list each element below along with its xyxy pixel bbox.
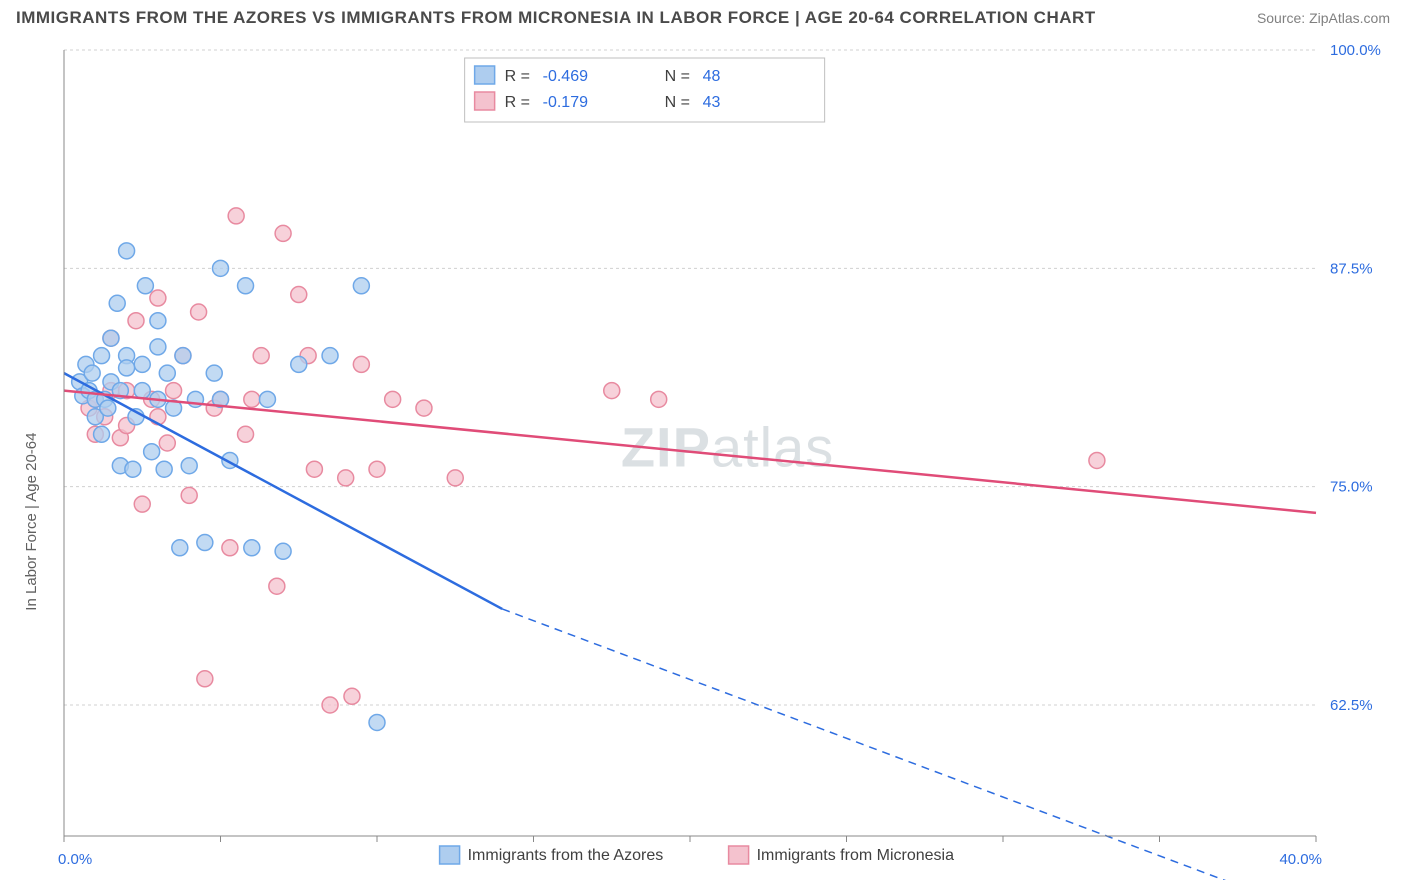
legend-label: Immigrants from the Azores — [468, 847, 664, 864]
data-point — [291, 356, 307, 372]
data-point — [651, 391, 667, 407]
data-point — [175, 348, 191, 364]
data-point — [128, 313, 144, 329]
data-point — [322, 697, 338, 713]
data-point — [134, 496, 150, 512]
svg-text:-0.179: -0.179 — [543, 94, 588, 111]
data-point — [100, 400, 116, 416]
data-point — [306, 461, 322, 477]
data-point — [159, 435, 175, 451]
data-point — [353, 278, 369, 294]
data-point — [291, 287, 307, 303]
data-point — [150, 313, 166, 329]
svg-text:43: 43 — [703, 94, 721, 111]
legend-swatch — [475, 92, 495, 110]
data-point — [269, 578, 285, 594]
data-point — [134, 356, 150, 372]
data-point — [134, 383, 150, 399]
data-point — [447, 470, 463, 486]
regression-line — [64, 391, 1316, 513]
data-point — [253, 348, 269, 364]
data-point — [197, 535, 213, 551]
data-point — [244, 540, 260, 556]
svg-text:N =: N = — [665, 68, 690, 85]
data-point — [275, 543, 291, 559]
data-point — [604, 383, 620, 399]
data-point — [191, 304, 207, 320]
data-point — [94, 426, 110, 442]
legend-swatch — [729, 846, 749, 864]
legend-swatch — [475, 66, 495, 84]
svg-text:62.5%: 62.5% — [1330, 697, 1373, 714]
data-point — [222, 540, 238, 556]
data-point — [244, 391, 260, 407]
data-point — [238, 426, 254, 442]
data-point — [172, 540, 188, 556]
data-point — [344, 688, 360, 704]
data-point — [181, 487, 197, 503]
svg-text:R =: R = — [505, 68, 530, 85]
data-point — [84, 365, 100, 381]
data-point — [1089, 452, 1105, 468]
data-point — [159, 365, 175, 381]
y-axis-label: In Labor Force | Age 20-64 — [23, 433, 40, 611]
data-point — [228, 208, 244, 224]
svg-text:0.0%: 0.0% — [58, 851, 92, 868]
data-point — [238, 278, 254, 294]
data-point — [213, 260, 229, 276]
regression-line — [64, 373, 502, 609]
regression-line-extrapolated — [502, 609, 1316, 880]
svg-text:100.0%: 100.0% — [1330, 42, 1381, 59]
data-point — [322, 348, 338, 364]
data-point — [369, 714, 385, 730]
svg-text:48: 48 — [703, 68, 721, 85]
data-point — [125, 461, 141, 477]
data-point — [275, 225, 291, 241]
chart-container: 62.5%75.0%87.5%100.0%ZIPatlas0.0%40.0%In… — [16, 40, 1390, 880]
data-point — [150, 290, 166, 306]
source-attribution: Source: ZipAtlas.com — [1257, 10, 1390, 26]
legend-label: Immigrants from Micronesia — [757, 847, 954, 864]
data-point — [94, 348, 110, 364]
chart-title: IMMIGRANTS FROM THE AZORES VS IMMIGRANTS… — [16, 8, 1096, 28]
data-point — [166, 383, 182, 399]
data-point — [144, 444, 160, 460]
data-point — [369, 461, 385, 477]
svg-text:40.0%: 40.0% — [1279, 851, 1322, 868]
data-point — [181, 458, 197, 474]
data-point — [338, 470, 354, 486]
svg-text:-0.469: -0.469 — [543, 68, 588, 85]
svg-text:R =: R = — [505, 94, 530, 111]
data-point — [416, 400, 432, 416]
data-point — [150, 339, 166, 355]
data-point — [385, 391, 401, 407]
legend-swatch — [440, 846, 460, 864]
data-point — [156, 461, 172, 477]
data-point — [259, 391, 275, 407]
svg-text:87.5%: 87.5% — [1330, 260, 1373, 277]
svg-text:N =: N = — [665, 94, 690, 111]
data-point — [137, 278, 153, 294]
data-point — [119, 360, 135, 376]
data-point — [103, 330, 119, 346]
data-point — [197, 671, 213, 687]
correlation-chart: 62.5%75.0%87.5%100.0%ZIPatlas0.0%40.0%In… — [16, 40, 1390, 880]
data-point — [206, 365, 222, 381]
svg-text:75.0%: 75.0% — [1330, 479, 1373, 496]
data-point — [353, 356, 369, 372]
data-point — [109, 295, 125, 311]
data-point — [119, 243, 135, 259]
